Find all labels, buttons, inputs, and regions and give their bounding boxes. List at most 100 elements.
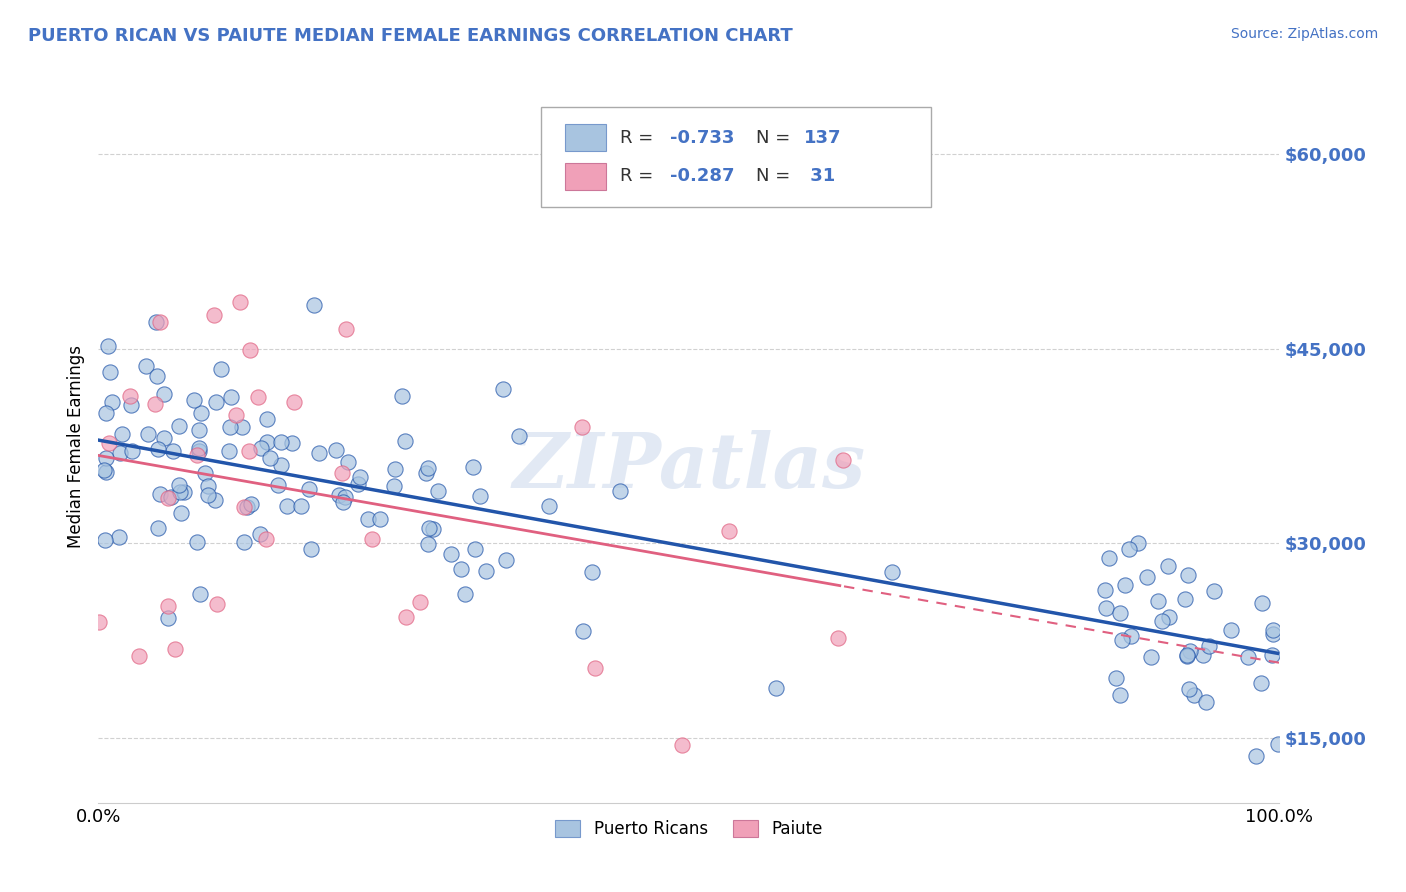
Point bbox=[299, 541, 322, 556]
Point bbox=[128, 649, 150, 664]
Point bbox=[153, 431, 176, 445]
Point bbox=[1263, 624, 1285, 638]
Point bbox=[188, 587, 211, 601]
Point bbox=[157, 610, 180, 624]
Point bbox=[1094, 583, 1116, 598]
Point bbox=[571, 624, 593, 639]
Point bbox=[470, 489, 492, 503]
Point bbox=[276, 499, 298, 513]
Point bbox=[583, 661, 606, 675]
Point bbox=[332, 495, 354, 509]
Point bbox=[108, 530, 131, 544]
Point bbox=[416, 537, 439, 551]
Point bbox=[283, 394, 305, 409]
Point bbox=[194, 466, 217, 480]
Point bbox=[360, 532, 382, 546]
Point bbox=[1178, 681, 1201, 696]
Point bbox=[395, 610, 418, 624]
Point bbox=[197, 488, 219, 502]
Point bbox=[231, 420, 253, 434]
Point bbox=[232, 500, 254, 514]
Point bbox=[98, 365, 121, 379]
Point bbox=[97, 339, 120, 353]
Point bbox=[349, 470, 371, 484]
Point bbox=[302, 297, 325, 311]
Point bbox=[1267, 738, 1289, 752]
Point bbox=[422, 522, 444, 536]
Point bbox=[239, 343, 262, 357]
Point bbox=[508, 429, 530, 443]
Point bbox=[1156, 558, 1178, 573]
Point bbox=[207, 597, 229, 611]
Point bbox=[1202, 583, 1225, 598]
Point bbox=[1175, 648, 1198, 663]
Point bbox=[1244, 749, 1267, 764]
Point bbox=[120, 398, 142, 412]
Point bbox=[454, 587, 477, 601]
Point bbox=[1114, 578, 1136, 592]
Point bbox=[249, 526, 271, 541]
Point bbox=[145, 315, 167, 329]
FancyBboxPatch shape bbox=[541, 107, 931, 207]
Text: -0.287: -0.287 bbox=[671, 168, 734, 186]
Point bbox=[1219, 623, 1241, 637]
Point bbox=[538, 499, 561, 513]
Point bbox=[671, 738, 693, 752]
Point bbox=[394, 434, 416, 449]
Point bbox=[333, 490, 356, 504]
Point bbox=[1182, 688, 1205, 702]
Text: ZIPatlas: ZIPatlas bbox=[512, 431, 866, 504]
Point bbox=[204, 492, 226, 507]
Point bbox=[202, 308, 225, 322]
Point bbox=[267, 477, 290, 491]
Point bbox=[1118, 541, 1140, 556]
Point bbox=[1192, 648, 1215, 662]
Point bbox=[328, 488, 350, 502]
Point bbox=[391, 389, 413, 403]
Point bbox=[357, 511, 380, 525]
Point bbox=[183, 393, 205, 408]
Point bbox=[225, 409, 247, 423]
Point bbox=[165, 642, 187, 657]
Point bbox=[219, 390, 242, 404]
Point bbox=[492, 382, 515, 396]
Point bbox=[382, 478, 405, 492]
Point bbox=[149, 486, 172, 500]
Point bbox=[1261, 627, 1284, 641]
Point bbox=[157, 599, 180, 613]
Point bbox=[229, 295, 252, 310]
Point bbox=[152, 387, 174, 401]
Point bbox=[1109, 688, 1132, 702]
Point bbox=[416, 461, 439, 475]
Point bbox=[110, 446, 132, 460]
Point bbox=[1111, 633, 1133, 648]
Point bbox=[143, 397, 166, 411]
Point bbox=[169, 484, 191, 499]
Text: Source: ZipAtlas.com: Source: ZipAtlas.com bbox=[1230, 27, 1378, 41]
Point bbox=[1147, 594, 1170, 608]
Point bbox=[880, 565, 903, 579]
Point bbox=[232, 535, 254, 549]
Point bbox=[156, 491, 179, 506]
Point bbox=[1136, 570, 1159, 584]
Point bbox=[256, 435, 278, 450]
Point bbox=[254, 532, 277, 546]
Point bbox=[450, 562, 472, 576]
Point bbox=[94, 533, 117, 547]
Point bbox=[418, 521, 440, 535]
Point bbox=[256, 412, 278, 426]
Point bbox=[832, 453, 855, 467]
Point bbox=[162, 444, 184, 458]
Y-axis label: Median Female Earnings: Median Female Earnings bbox=[66, 344, 84, 548]
Point bbox=[219, 420, 242, 434]
Point bbox=[308, 446, 330, 460]
Point bbox=[270, 435, 292, 450]
Text: R =: R = bbox=[620, 168, 659, 186]
FancyBboxPatch shape bbox=[565, 124, 606, 152]
Point bbox=[111, 427, 134, 442]
Point bbox=[236, 500, 259, 514]
Point bbox=[135, 359, 157, 373]
Point bbox=[609, 483, 631, 498]
Point bbox=[495, 552, 517, 566]
Point bbox=[330, 467, 353, 481]
